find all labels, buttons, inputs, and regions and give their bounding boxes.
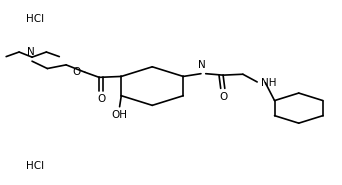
Text: N: N	[198, 60, 206, 70]
Text: N: N	[27, 47, 35, 57]
Text: O: O	[97, 94, 105, 104]
Text: OH: OH	[111, 110, 128, 120]
Text: O: O	[73, 67, 81, 77]
Text: HCl: HCl	[26, 14, 44, 24]
Text: O: O	[219, 92, 227, 102]
Text: HCl: HCl	[26, 161, 44, 171]
Text: NH: NH	[261, 78, 276, 88]
